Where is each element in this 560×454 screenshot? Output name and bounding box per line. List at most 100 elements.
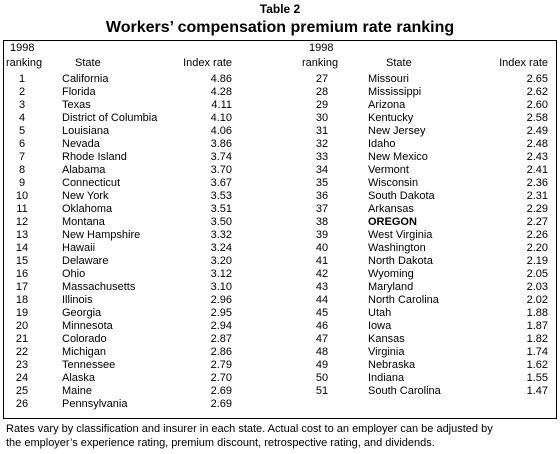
state-cell: Indiana bbox=[368, 372, 405, 384]
state-cell: Michigan bbox=[62, 346, 107, 358]
rank-cell: 37 bbox=[315, 203, 329, 215]
rate-cell: 2.70 bbox=[210, 372, 232, 384]
rank-cell: 9 bbox=[18, 177, 26, 189]
rank-cell: 40 bbox=[315, 242, 329, 254]
rank-cell: 32 bbox=[315, 138, 329, 150]
state-cell: Missouri bbox=[368, 73, 409, 85]
rate-cell: 3.12 bbox=[210, 268, 232, 280]
rank-cell: 31 bbox=[315, 125, 329, 137]
rate-cell: 2.19 bbox=[526, 255, 548, 267]
state-cell: New York bbox=[62, 190, 109, 202]
rate-cell: 2.29 bbox=[526, 203, 548, 215]
rate-cell: 2.96 bbox=[210, 294, 232, 306]
state-cell: Alaska bbox=[62, 372, 96, 384]
rate-cell: 3.70 bbox=[210, 164, 232, 176]
state-cell: Utah bbox=[368, 307, 392, 319]
state-cell: Wisconsin bbox=[368, 177, 419, 189]
rate-cell: 3.10 bbox=[210, 281, 232, 293]
rank-cell: 30 bbox=[315, 112, 329, 124]
state-cell: Washington bbox=[368, 242, 426, 254]
rank-cell: 28 bbox=[315, 86, 329, 98]
state-cell: Colorado bbox=[62, 333, 107, 345]
state-cell: Maryland bbox=[368, 281, 414, 293]
rate-cell: 4.10 bbox=[210, 112, 232, 124]
state-cell: Vermont bbox=[368, 164, 409, 176]
table-title: Workers’ compensation premium rate ranki… bbox=[105, 19, 455, 36]
header-state: State bbox=[386, 57, 412, 69]
rank-cell: 48 bbox=[315, 346, 329, 358]
state-cell: North Carolina bbox=[368, 294, 439, 306]
rank-cell: 11 bbox=[16, 203, 28, 215]
rate-cell: 2.94 bbox=[210, 320, 232, 332]
rate-cell: 2.87 bbox=[210, 333, 232, 345]
rank-cell: 36 bbox=[315, 190, 329, 202]
rank-cell: 34 bbox=[315, 164, 329, 176]
rank-cell: 3 bbox=[18, 99, 26, 111]
rate-cell: 3.53 bbox=[210, 190, 232, 202]
rank-cell: 43 bbox=[315, 281, 329, 293]
state-cell: Connecticut bbox=[62, 177, 121, 189]
rank-cell: 19 bbox=[15, 307, 29, 319]
rank-cell: 5 bbox=[18, 125, 26, 137]
state-cell: West Virginia bbox=[368, 229, 433, 241]
rank-cell: 25 bbox=[15, 385, 29, 397]
header-year: 1998 bbox=[309, 42, 334, 54]
state-cell: Mississippi bbox=[368, 86, 422, 98]
state-cell: South Carolina bbox=[368, 385, 441, 397]
state-cell: Nebraska bbox=[368, 359, 416, 371]
rate-cell: 2.20 bbox=[526, 242, 548, 254]
rate-cell: 2.58 bbox=[526, 112, 548, 124]
header-year: 1998 bbox=[10, 42, 35, 54]
state-cell: Minnesota bbox=[62, 320, 113, 332]
state-cell: Tennessee bbox=[62, 359, 116, 371]
rank-cell: 8 bbox=[18, 164, 26, 176]
rate-cell: 2.65 bbox=[526, 73, 548, 85]
rate-cell: 2.41 bbox=[526, 164, 548, 176]
rate-cell: 2.02 bbox=[526, 294, 548, 306]
rate-cell: 2.43 bbox=[526, 151, 548, 163]
rate-cell: 2.36 bbox=[526, 177, 548, 189]
rank-cell: 4 bbox=[18, 112, 26, 124]
state-cell: Idaho bbox=[368, 138, 396, 150]
rank-cell: 41 bbox=[315, 255, 329, 267]
rank-cell: 39 bbox=[315, 229, 329, 241]
rate-cell: 2.62 bbox=[526, 86, 548, 98]
rate-cell: 2.03 bbox=[526, 281, 548, 293]
footnote: Rates vary by classification and insurer… bbox=[6, 423, 493, 435]
footnote: the employer’s experience rating, premiu… bbox=[6, 437, 435, 449]
rank-cell: 44 bbox=[315, 294, 329, 306]
state-cell: Montana bbox=[62, 216, 105, 228]
state-cell: Pennsylvania bbox=[62, 398, 128, 410]
rank-cell: 29 bbox=[315, 99, 329, 111]
state-cell: Georgia bbox=[62, 307, 102, 319]
state-cell: Virginia bbox=[368, 346, 405, 358]
rank-cell: 6 bbox=[18, 138, 26, 150]
state-cell: South Dakota bbox=[368, 190, 435, 202]
rate-cell: 2.31 bbox=[526, 190, 548, 202]
rate-cell: 3.20 bbox=[210, 255, 232, 267]
rank-cell: 23 bbox=[15, 359, 29, 371]
rate-cell: 3.74 bbox=[210, 151, 232, 163]
rank-cell: 49 bbox=[315, 359, 329, 371]
header-rate: Index rate bbox=[183, 57, 232, 69]
rate-cell: 2.79 bbox=[210, 359, 232, 371]
rank-cell: 45 bbox=[315, 307, 329, 319]
state-cell: Rhode Island bbox=[62, 151, 127, 163]
rate-cell: 2.69 bbox=[210, 385, 232, 397]
state-cell: Illinois bbox=[62, 294, 93, 306]
rank-cell: 26 bbox=[15, 398, 29, 410]
state-cell: OREGON bbox=[368, 216, 417, 228]
rate-cell: 3.51 bbox=[210, 203, 232, 215]
rank-cell: 33 bbox=[315, 151, 329, 163]
state-cell: Louisiana bbox=[62, 125, 110, 137]
rate-cell: 1.62 bbox=[526, 359, 548, 371]
state-cell: Kentucky bbox=[368, 112, 414, 124]
rate-cell: 1.87 bbox=[526, 320, 548, 332]
rate-cell: 3.50 bbox=[210, 216, 232, 228]
table-border bbox=[3, 40, 557, 419]
rank-cell: 17 bbox=[15, 281, 29, 293]
rank-cell: 51 bbox=[315, 385, 329, 397]
rank-cell: 2 bbox=[18, 86, 26, 98]
state-cell: Iowa bbox=[368, 320, 392, 332]
